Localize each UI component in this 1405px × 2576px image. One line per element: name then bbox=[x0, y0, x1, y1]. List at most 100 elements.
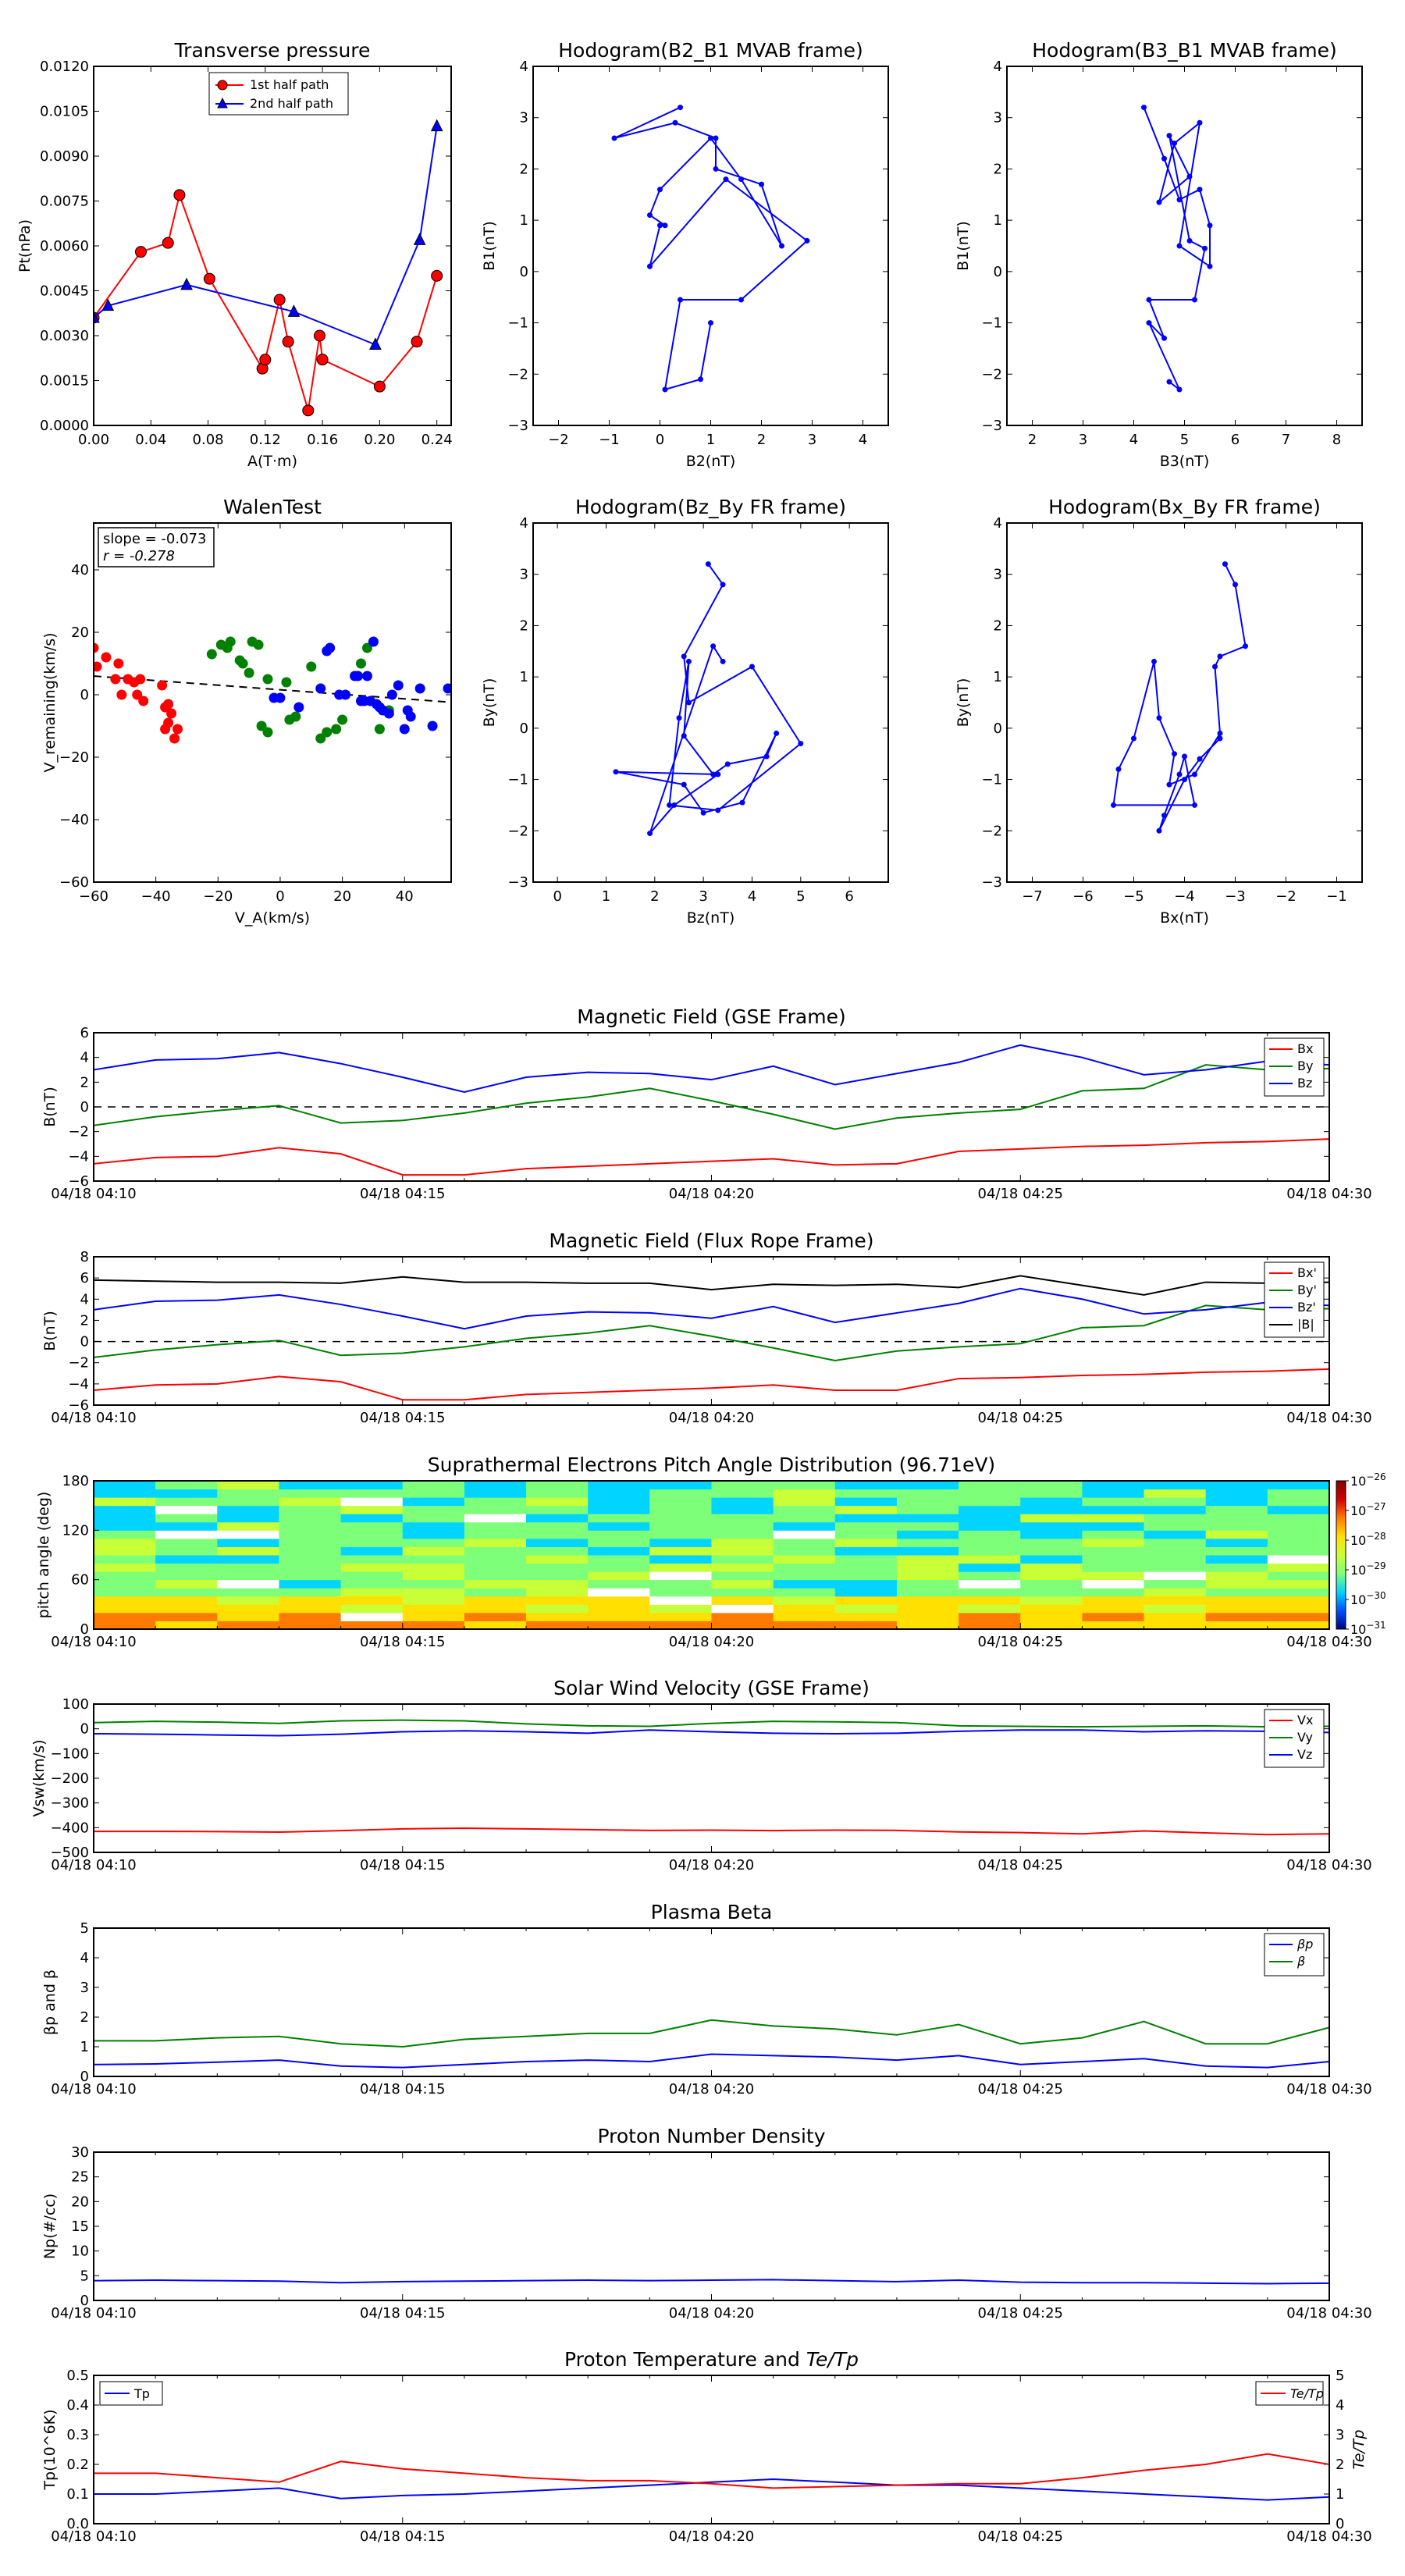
data-point bbox=[315, 733, 326, 744]
data-point bbox=[405, 711, 416, 722]
heatmap-cell bbox=[711, 1538, 774, 1547]
data-point bbox=[101, 298, 115, 311]
x-tick-label: 04/18 04:15 bbox=[360, 1634, 445, 1650]
heatmap-cell bbox=[896, 1563, 959, 1572]
y-axis-label: B(nT) bbox=[41, 1311, 59, 1351]
heatmap-cell bbox=[464, 1604, 527, 1614]
y-tick-label: 0 bbox=[520, 264, 528, 280]
heatmap-cell bbox=[834, 1579, 898, 1589]
heatmap-cell bbox=[217, 1579, 279, 1589]
heatmap-cell bbox=[588, 1489, 650, 1498]
x-tick-label: 04/18 04:20 bbox=[669, 2528, 754, 2545]
heatmap-cell bbox=[1205, 1489, 1268, 1498]
series-line-By' bbox=[94, 1304, 1329, 1362]
x-tick-label: 04/18 04:10 bbox=[51, 1410, 136, 1426]
y-tick-label: 30 bbox=[71, 2144, 89, 2161]
x-tick-label: 0 bbox=[276, 888, 284, 905]
heatmap-cell bbox=[340, 1612, 404, 1621]
chart-title: Hodogram(B2_B1 MVAB frame) bbox=[558, 39, 863, 62]
heatmap-cell bbox=[959, 1489, 1021, 1498]
x-tick-label: 0.12 bbox=[250, 432, 281, 448]
y-tick-label: 1 bbox=[520, 669, 528, 685]
heatmap-cell bbox=[279, 1481, 342, 1490]
heatmap-cell bbox=[1082, 1555, 1145, 1564]
x-tick-label: −6 bbox=[1072, 888, 1094, 905]
y-tick-label: −3 bbox=[507, 874, 528, 891]
data-point bbox=[738, 176, 744, 183]
data-point bbox=[759, 181, 764, 187]
heatmap-cell bbox=[526, 1521, 589, 1531]
heatmap-cell bbox=[1267, 1588, 1330, 1597]
heatmap-cell bbox=[402, 1514, 465, 1523]
y-tick-label: 5 bbox=[80, 2268, 89, 2284]
heatmap-cell bbox=[1144, 1481, 1207, 1490]
heatmap-cell bbox=[834, 1521, 898, 1531]
data-point bbox=[1141, 105, 1147, 111]
y-tick-label: −3 bbox=[981, 418, 1002, 434]
x-axis-label: B2(nT) bbox=[686, 453, 736, 470]
heatmap-cell bbox=[959, 1481, 1021, 1490]
series-line-Bx bbox=[94, 1138, 1329, 1176]
heatmap-cell bbox=[588, 1538, 650, 1547]
heatmap-cell bbox=[402, 1621, 465, 1630]
data-point bbox=[431, 269, 443, 282]
data-point bbox=[94, 661, 102, 672]
x-tick-label: 04/18 04:20 bbox=[669, 1634, 754, 1650]
series-line-Vz bbox=[94, 1729, 1329, 1737]
mag-gse-chart: Magnetic Field (GSE Frame) 04/18 04:10 04/… bbox=[41, 1005, 1372, 1202]
y-tick-label: 0 bbox=[520, 720, 528, 737]
y-tick-label: 15 bbox=[71, 2218, 89, 2235]
data-point bbox=[383, 708, 394, 719]
heatmap-cell bbox=[155, 1579, 218, 1589]
x-tick-label: 04/18 04:10 bbox=[51, 1186, 136, 1202]
heatmap-cell bbox=[340, 1538, 404, 1547]
series-line-Te/Tp bbox=[94, 2453, 1329, 2489]
data-point bbox=[1176, 771, 1183, 777]
heatmap-cell bbox=[279, 1497, 342, 1507]
heatmap-cell bbox=[1205, 1538, 1268, 1547]
annotation-frame bbox=[98, 527, 215, 568]
y-tick-label: 0 bbox=[80, 2069, 89, 2085]
legend-label: By bbox=[1297, 1059, 1313, 1073]
legend-label: Te/Tp bbox=[1290, 2386, 1324, 2401]
heatmap-cell bbox=[1267, 1538, 1330, 1547]
y-tick-label: 6 bbox=[80, 1270, 89, 1286]
data-point bbox=[287, 304, 301, 317]
data-point bbox=[374, 724, 385, 735]
heatmap-cell bbox=[155, 1497, 218, 1507]
plot-frame bbox=[93, 1927, 1330, 2077]
data-point bbox=[681, 733, 687, 739]
legend: Bx' By' Bz' |B| bbox=[1264, 1261, 1325, 1338]
data-point bbox=[667, 802, 673, 808]
heatmap-cell bbox=[711, 1588, 774, 1597]
data-point bbox=[611, 135, 617, 141]
heatmap-cell bbox=[834, 1505, 898, 1514]
heatmap-cell bbox=[402, 1497, 465, 1507]
data-point bbox=[1172, 141, 1177, 147]
plot-frame bbox=[532, 522, 889, 883]
data-point bbox=[715, 807, 721, 813]
x-tick-label: 5 bbox=[796, 888, 805, 905]
heatmap-cell bbox=[834, 1481, 898, 1490]
heatmap-cell bbox=[1205, 1555, 1268, 1564]
data-point bbox=[253, 639, 264, 650]
x-tick-label: 04/18 04:30 bbox=[1286, 1857, 1371, 1873]
y-tick-label: 2 bbox=[994, 161, 1002, 177]
x-tick-label: 04/18 04:25 bbox=[978, 2081, 1063, 2097]
series-line-By bbox=[94, 1064, 1329, 1130]
heatmap-cell bbox=[217, 1555, 279, 1564]
data-point bbox=[262, 727, 273, 738]
chart-title: Hodogram(Bz_By FR frame) bbox=[575, 496, 846, 518]
x-tick-label: −1 bbox=[599, 432, 620, 448]
solar-wind-chart: Solar Wind Velocity (GSE Frame) 04/18 04:… bbox=[30, 1677, 1372, 1873]
data-point bbox=[443, 683, 451, 694]
colorbar-exponent: −30 bbox=[1366, 1590, 1385, 1601]
heatmap-cell bbox=[711, 1612, 774, 1621]
x-tick-label: 04/18 04:20 bbox=[669, 2305, 754, 2322]
legend-label: Vy bbox=[1297, 1730, 1313, 1745]
heatmap-cell bbox=[1020, 1489, 1083, 1498]
heatmap-cell bbox=[155, 1588, 218, 1597]
heatmap-cell bbox=[155, 1563, 218, 1572]
